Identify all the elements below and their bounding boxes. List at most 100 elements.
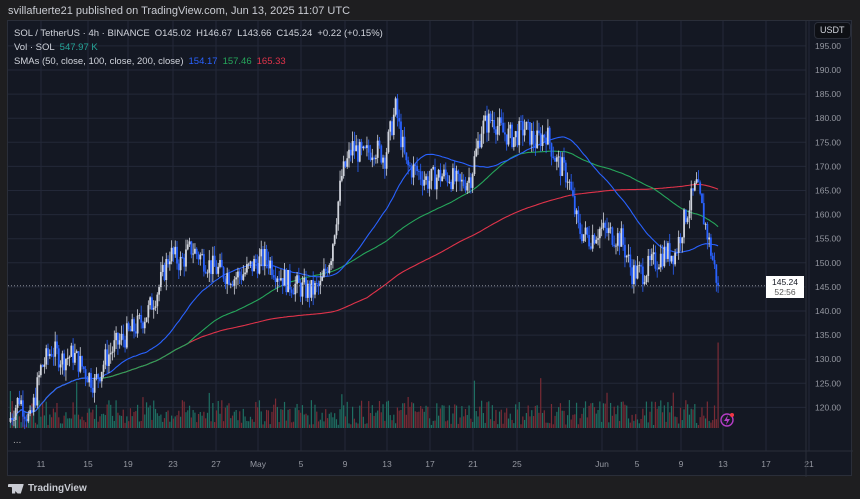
candle-body (82, 366, 85, 370)
candle-body (358, 141, 361, 162)
candle-body (229, 284, 232, 286)
y-tick-label: 190.00 (815, 65, 841, 75)
vol-label[interactable]: Vol · SOL (14, 42, 55, 53)
candle-body (161, 264, 164, 272)
more-button[interactable]: ... (13, 435, 22, 446)
candle-body (41, 365, 44, 367)
candle-body (328, 264, 331, 273)
candle-body (581, 233, 583, 242)
candle-body (589, 246, 592, 249)
price-chart[interactable]: 120.00 125.00 130.00 135.00 140.00 145.00 150.… (8, 21, 853, 477)
candle-body (475, 148, 478, 157)
publisher-line: svillafuerte21 published on TradingView.… (8, 5, 351, 17)
candle-body (674, 252, 676, 265)
candle-body (177, 263, 180, 271)
currency-button[interactable]: USDT (814, 22, 851, 39)
volume-bar (309, 424, 311, 428)
x-tick-label: 13 (382, 459, 392, 469)
candle-body (299, 282, 302, 297)
candle-body (509, 124, 512, 129)
candle-body (389, 121, 392, 132)
volume-bar (214, 422, 216, 428)
candle-body (351, 141, 354, 156)
volume-bar (106, 404, 108, 428)
volume-bar (165, 411, 167, 428)
volume-bar (531, 410, 533, 428)
candle-body (213, 255, 216, 267)
volume-bar (357, 423, 359, 428)
candle-body (530, 130, 533, 145)
candle-body (459, 174, 461, 182)
volume-bar (624, 404, 626, 428)
volume-bar (697, 424, 699, 428)
volume-bar (495, 409, 497, 428)
candle-body (102, 364, 105, 372)
volume-bar (482, 413, 484, 428)
candle-body (297, 275, 300, 283)
volume-bar (583, 408, 585, 428)
candle-body (27, 413, 30, 422)
chart-frame[interactable]: 120.00 125.00 130.00 135.00 140.00 145.00 150.… (7, 20, 853, 477)
volume-bar (584, 401, 587, 428)
candle-body (138, 315, 141, 316)
volume-bar (588, 405, 590, 428)
volume-bar (330, 412, 332, 428)
volume-bar (663, 405, 665, 428)
candle-body (512, 137, 515, 148)
candle-body (36, 377, 39, 406)
candle-body (704, 223, 707, 225)
volume-bar (124, 422, 126, 428)
volume-bar (83, 420, 85, 428)
volume-bar (167, 410, 169, 428)
candle-body (419, 171, 422, 180)
candle-body (215, 266, 218, 274)
alert-icon[interactable] (720, 413, 734, 427)
volume-bar (504, 412, 506, 428)
candle-body (432, 167, 435, 169)
volume-bar (169, 421, 171, 428)
candle-body (360, 141, 363, 149)
symbol[interactable]: SOL / TetherUS · 4h · BINANCE (14, 28, 150, 39)
footer-logo[interactable]: TradingView (8, 483, 87, 494)
volume-bar (416, 412, 418, 428)
volume-bar (344, 416, 347, 428)
x-tick-label: 5 (635, 459, 640, 469)
candle-body (330, 261, 332, 265)
candle-body (104, 349, 107, 365)
volume-bar (507, 418, 510, 428)
candle-body (244, 272, 246, 275)
candle-body (231, 284, 234, 286)
volume-bar (678, 423, 680, 428)
candle-body (303, 278, 306, 283)
candle-body (543, 134, 546, 138)
candle-body (280, 278, 282, 281)
volume-bar (567, 415, 569, 428)
candle-body (446, 174, 449, 183)
candle-body (337, 201, 340, 225)
candle-body (640, 265, 642, 267)
volume-bar (335, 419, 338, 428)
volume-bar (617, 405, 619, 428)
candle-body (425, 176, 427, 180)
candle-body (54, 341, 57, 357)
candle-body (206, 272, 209, 274)
volume-bar (294, 407, 296, 428)
candle-body (394, 98, 397, 115)
volume-bar (414, 411, 416, 428)
volume-bar (443, 405, 445, 428)
volume-bar (595, 413, 597, 428)
volume-bar (713, 405, 716, 428)
candle-body (38, 375, 40, 378)
candle-body (172, 247, 175, 255)
candle-body (416, 165, 418, 172)
volume-bar (289, 408, 291, 428)
volume-bar (493, 421, 495, 428)
candle-body (412, 164, 415, 178)
volume-bar (192, 410, 194, 428)
volume-bar (119, 415, 121, 428)
candle-body (63, 353, 66, 371)
candle-body (473, 156, 476, 175)
candle-body (572, 189, 574, 196)
candle-body (116, 332, 119, 345)
sma-label[interactable]: SMAs (50, close, 100, close, 200, close) (14, 56, 184, 67)
